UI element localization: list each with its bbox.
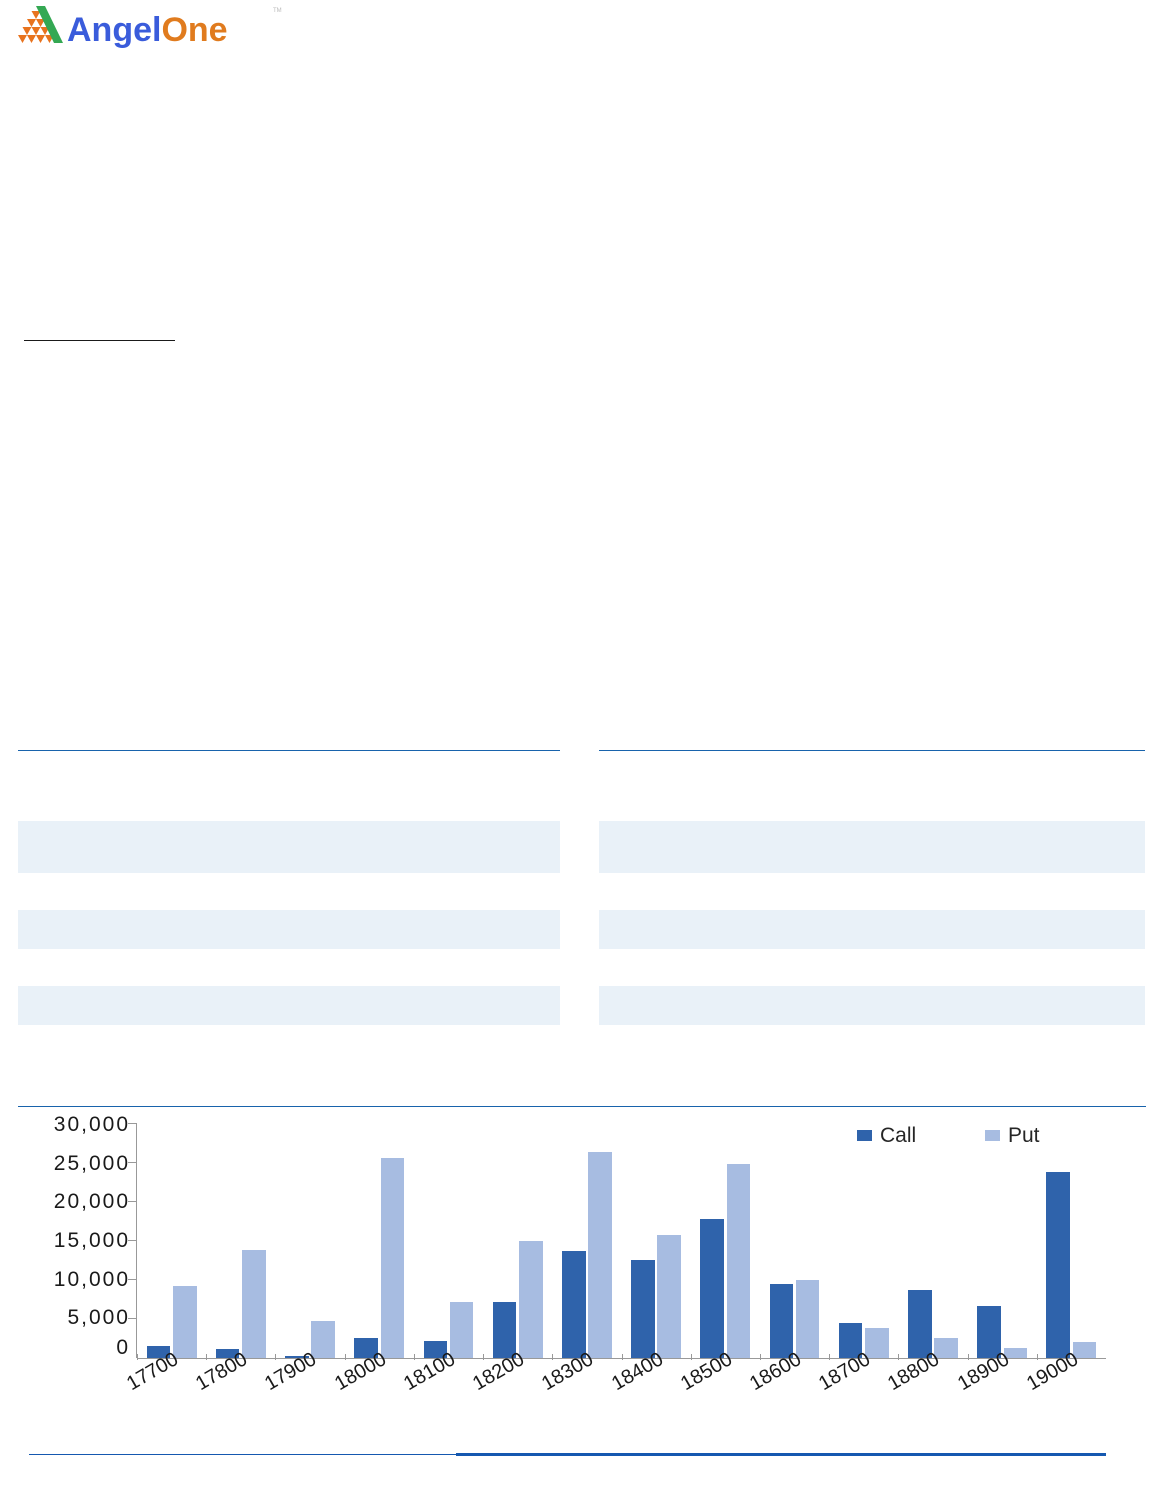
svg-text:AngelOne: AngelOne <box>67 11 228 49</box>
svg-text:TM: TM <box>273 8 282 14</box>
